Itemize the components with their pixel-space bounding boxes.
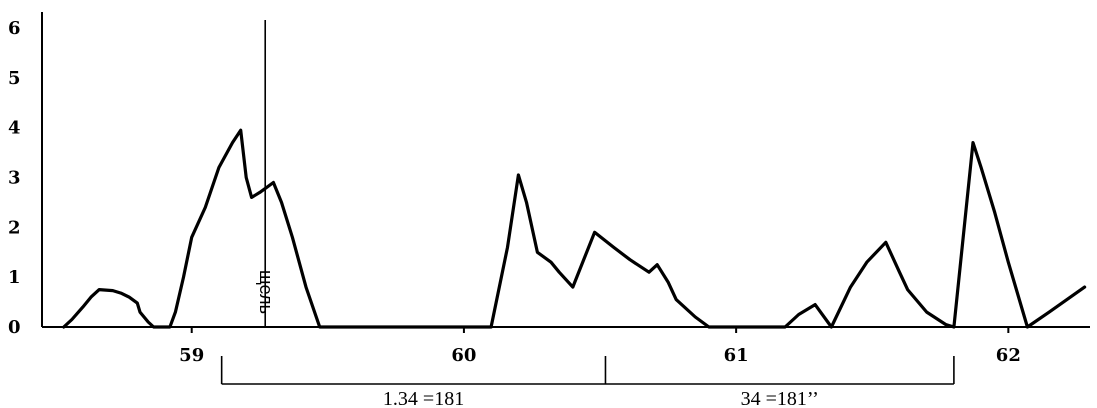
y-tick-label: 5 [8,68,21,89]
y-tick-label: 6 [8,18,21,39]
tick-labels: 0 1 2 3 4 5 6 59 60 61 62 [8,18,1021,366]
series-line [62,128,1087,329]
y-tick-label: 1 [8,267,21,288]
x-tick-label: 62 [996,345,1021,366]
y-tick-label: 0 [8,317,21,338]
x-tick-label: 60 [451,345,476,366]
y-tick-label: 4 [8,118,21,139]
interval-bracket [220,356,955,385]
x-tick-label: 59 [179,345,204,366]
slit-label: щель [256,270,276,314]
interval-left-label: 1.34 =181 [383,388,464,408]
y-tick-label: 3 [8,168,21,189]
interval-right-label: 34 =181’’ [741,388,819,408]
x-tick-label: 61 [724,345,749,366]
axes [41,12,1090,328]
y-tick-label: 2 [8,217,21,238]
